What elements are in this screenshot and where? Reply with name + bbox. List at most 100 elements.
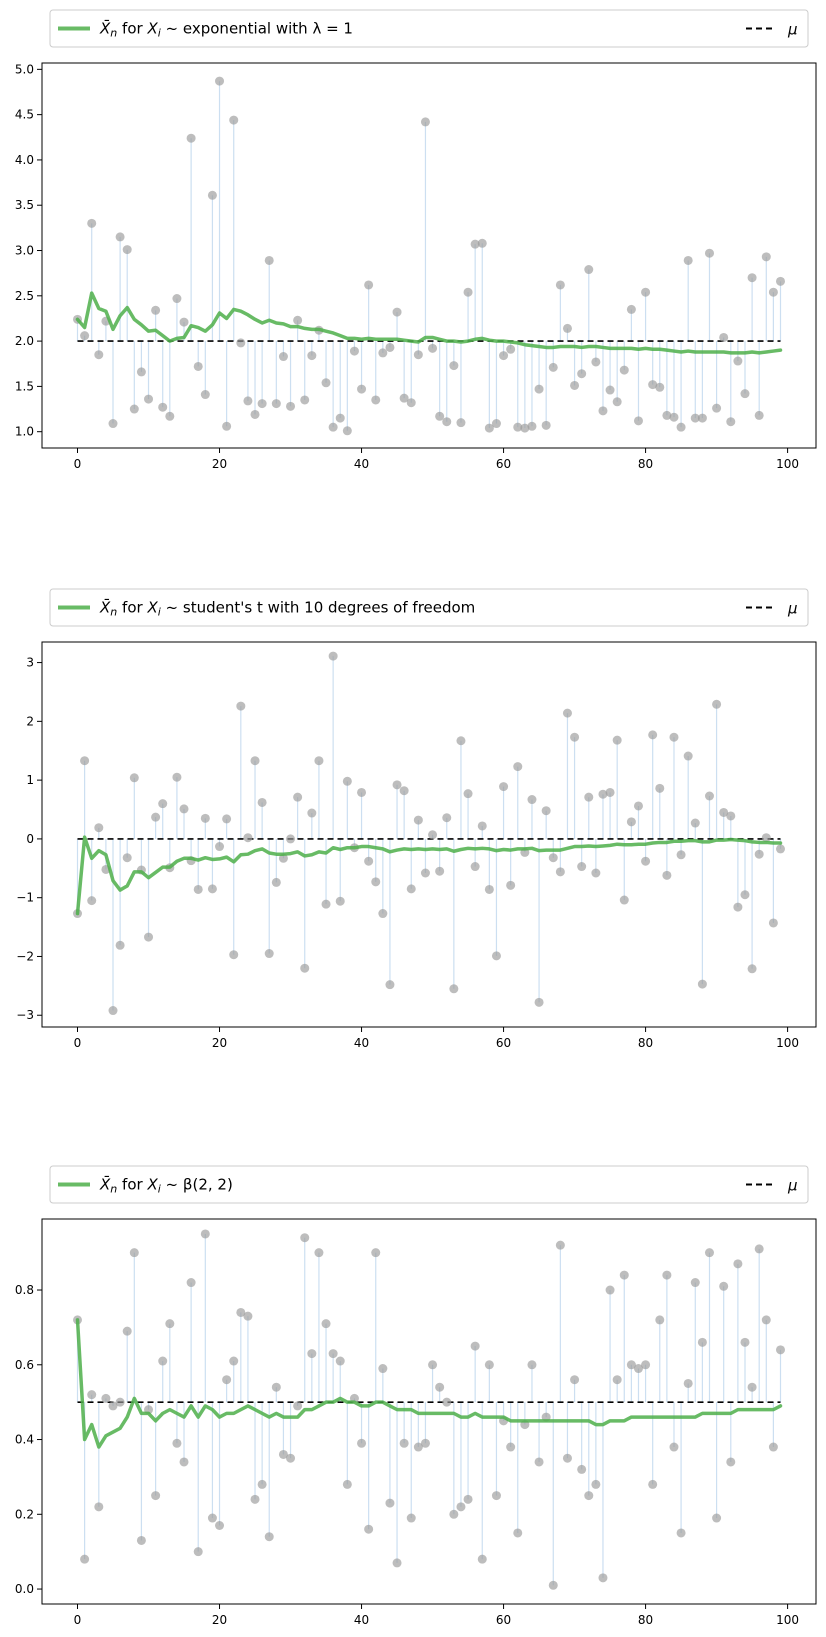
- legend: X̄n for Xi ~ β(2, 2) μ: [49, 1165, 809, 1204]
- sample-point: [229, 950, 239, 960]
- sample-point: [435, 411, 445, 421]
- sample-point: [172, 294, 182, 304]
- sample-point: [733, 356, 743, 366]
- y-tick-label: 4.0: [15, 153, 34, 167]
- sample-point: [406, 884, 416, 894]
- sample-point: [271, 399, 281, 409]
- sample-point: [669, 412, 679, 422]
- sample-point: [250, 409, 260, 419]
- sample-point: [577, 1464, 587, 1474]
- sample-point: [719, 332, 729, 342]
- sample-point: [442, 417, 452, 427]
- sample-point: [307, 351, 317, 361]
- sample-point: [754, 1244, 764, 1254]
- sample-point: [641, 1360, 651, 1370]
- sample-point: [158, 799, 168, 809]
- sample-point: [229, 115, 239, 125]
- y-tick-label: 0.4: [15, 1433, 34, 1447]
- sample-point: [264, 949, 274, 959]
- x-tick-label: 80: [638, 1613, 653, 1627]
- sample-points: [73, 651, 785, 1016]
- sample-point: [527, 421, 537, 431]
- sample-point: [300, 1233, 310, 1243]
- sample-point: [726, 417, 736, 427]
- sample-point: [314, 756, 324, 766]
- sample-point: [541, 420, 551, 430]
- plot-area: [41, 1218, 817, 1605]
- y-tick-label: 0.6: [15, 1358, 34, 1372]
- sample-point: [80, 756, 90, 766]
- sample-point: [612, 397, 622, 407]
- sample-point: [278, 352, 288, 362]
- sample-point: [655, 382, 665, 392]
- sample-point: [349, 346, 359, 356]
- sample-point: [335, 896, 345, 906]
- legend-tilde: ~: [161, 599, 183, 617]
- sample-point: [264, 1532, 274, 1542]
- sample-point: [584, 265, 594, 275]
- plot-area: [41, 62, 817, 449]
- legend-for-text: for: [117, 1176, 147, 1194]
- sample-point: [534, 384, 544, 394]
- sample-point: [619, 365, 629, 375]
- sample-point: [151, 812, 161, 822]
- sample-point: [271, 877, 281, 887]
- sample-point: [94, 350, 104, 360]
- sample-point: [555, 280, 565, 290]
- sample-point: [399, 1438, 409, 1448]
- sample-point: [499, 351, 509, 361]
- sample-point: [151, 1491, 161, 1501]
- sample-point: [335, 413, 345, 423]
- sample-point: [144, 394, 154, 404]
- sample-point: [775, 1345, 785, 1355]
- running-mean-line: [75, 291, 783, 355]
- sample-point: [513, 422, 523, 432]
- x-tick-label: 40: [354, 457, 369, 471]
- sample-point: [115, 232, 125, 242]
- sample-point: [364, 1524, 374, 1534]
- sample-point: [264, 255, 274, 265]
- x-tick-label: 60: [496, 457, 511, 471]
- sample-point: [122, 1326, 132, 1336]
- y-tick-label: 0.8: [15, 1283, 34, 1297]
- sample-point: [598, 789, 608, 799]
- sample-point: [626, 1360, 636, 1370]
- sample-point: [151, 305, 161, 315]
- sample-point: [80, 1554, 90, 1564]
- y-tick-label: 1: [26, 773, 34, 787]
- sample-point: [598, 406, 608, 416]
- sample-point: [662, 870, 672, 880]
- y-tick-label: 1.5: [15, 379, 34, 393]
- sample-point: [342, 776, 352, 786]
- sample-point: [335, 1356, 345, 1366]
- x-tick-label: 20: [212, 1036, 227, 1050]
- sample-stems: [76, 1233, 782, 1586]
- sample-point: [144, 932, 154, 942]
- sample-point: [712, 403, 722, 413]
- sample-point: [712, 1513, 722, 1523]
- sample-point: [619, 895, 629, 905]
- sample-point: [605, 787, 615, 797]
- sample-stems: [76, 81, 782, 431]
- sample-point: [499, 782, 509, 792]
- sample-point: [413, 350, 423, 360]
- sample-point: [229, 1356, 239, 1366]
- sample-stems: [76, 656, 782, 1011]
- sample-point: [506, 1442, 516, 1452]
- sample-point: [463, 287, 473, 297]
- sample-point: [428, 830, 438, 840]
- y-tick-label: 5.0: [15, 62, 34, 76]
- sample-point: [683, 751, 693, 761]
- y-tick-label: 3: [26, 656, 34, 670]
- sample-point: [591, 868, 601, 878]
- sample-point: [740, 389, 750, 399]
- sample-point: [491, 951, 501, 961]
- x-tick-label: 20: [212, 1613, 227, 1627]
- y-tick-label: 3.5: [15, 198, 34, 212]
- sample-point: [87, 1390, 97, 1400]
- sample-point: [357, 787, 367, 797]
- sample-point: [768, 918, 778, 928]
- sample-point: [704, 1248, 714, 1258]
- sample-point: [122, 245, 132, 255]
- sample-point: [328, 1349, 338, 1359]
